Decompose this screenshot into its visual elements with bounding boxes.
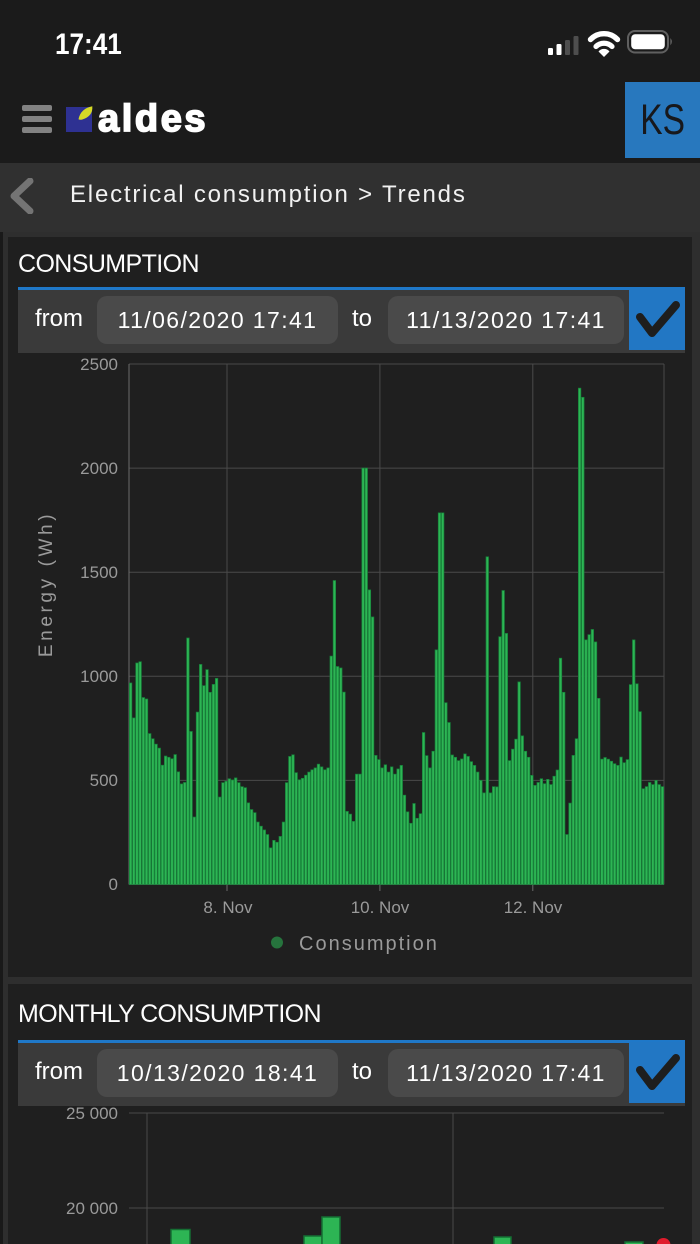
svg-text:500: 500	[90, 771, 118, 790]
svg-text:Consumption: Consumption	[299, 933, 439, 955]
svg-text:2500: 2500	[80, 355, 118, 374]
svg-text:2000: 2000	[80, 459, 118, 478]
svg-text:12. Nov: 12. Nov	[504, 898, 563, 917]
svg-text:1000: 1000	[80, 667, 118, 686]
svg-text:20 000: 20 000	[66, 1199, 118, 1218]
svg-text:0: 0	[109, 875, 118, 894]
svg-text:8. Nov: 8. Nov	[203, 898, 253, 917]
svg-text:25 000: 25 000	[66, 1104, 118, 1123]
svg-text:10. Nov: 10. Nov	[351, 898, 410, 917]
svg-text:1500: 1500	[80, 563, 118, 582]
svg-text:Energy (Wh): Energy (Wh)	[36, 511, 57, 657]
